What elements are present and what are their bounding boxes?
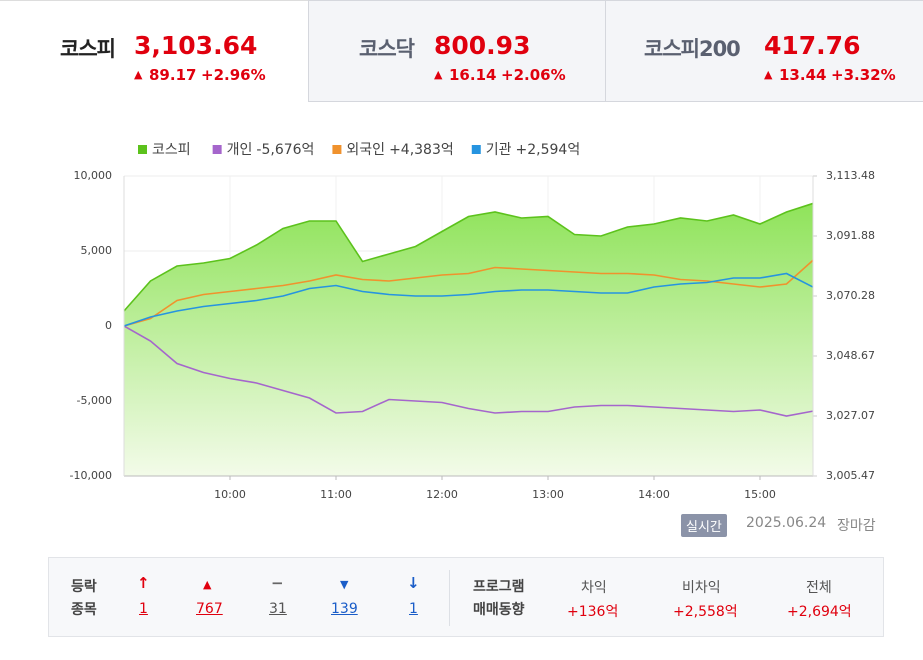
realtime-badge[interactable]: 실시간 — [681, 514, 727, 537]
program-col-name: 비차익 — [682, 580, 721, 596]
y2-tick-label: 3,113.48 — [826, 169, 875, 182]
divider — [449, 570, 450, 626]
down-icon: ▼ — [340, 578, 349, 591]
y-tick-label: 5,000 — [81, 244, 113, 257]
y-tick-label: -5,000 — [77, 394, 112, 407]
up-count[interactable]: 767 — [196, 601, 223, 617]
limit-down-icon: ↓ — [407, 574, 420, 592]
limit-up-icon: ↑ — [137, 574, 150, 592]
up-icon: ▲ — [434, 68, 443, 81]
tab-kosdaq[interactable]: 코스닥 800.93 ▲ 16.14 +2.06% — [308, 0, 606, 102]
x-tick-label: 13:00 — [532, 488, 564, 501]
y-tick-label: 0 — [105, 319, 112, 332]
y2-tick-label: 3,070.28 — [826, 289, 875, 302]
y2-tick-label: 3,027.07 — [826, 409, 875, 422]
y-tick-label: 10,000 — [74, 169, 113, 182]
x-tick-label: 14:00 — [638, 488, 670, 501]
legend-swatch — [138, 145, 147, 154]
market-state: 장마감 — [837, 518, 876, 534]
limit-down-count[interactable]: 1 — [409, 601, 418, 617]
series-line — [123, 259, 814, 327]
tab-change: 13.44 — [779, 66, 827, 84]
x-tick-label: 11:00 — [320, 488, 352, 501]
tab-rate: +3.32% — [831, 66, 896, 84]
up-icon: ▲ — [764, 68, 773, 81]
flat-icon: − — [271, 574, 284, 592]
area-fill — [124, 203, 813, 477]
legend-value: +4,383억 — [389, 142, 454, 158]
y2-tick-label: 3,091.88 — [826, 229, 875, 242]
legend-label: 개인 — [227, 142, 253, 158]
tab-kospi[interactable]: 코스피 3,103.64 ▲ 89.17 +2.96% — [0, 0, 308, 102]
label-line: 프로그램 — [473, 579, 525, 595]
tab-name: 코스피 — [60, 37, 116, 61]
legend-swatch — [332, 145, 342, 154]
up-icon: ▲ — [134, 68, 143, 81]
tab-name: 코스피200 — [644, 37, 741, 61]
legend-label: 기관 — [486, 142, 512, 158]
legend-swatch — [212, 145, 222, 154]
tab-change: 89.17 — [149, 66, 197, 84]
legend-label: 외국인 — [346, 142, 385, 158]
program-col-value: +2,558억 — [673, 604, 738, 620]
series-line — [123, 272, 814, 327]
x-tick-label: 10:00 — [214, 488, 246, 501]
x-tick-label: 15:00 — [744, 488, 776, 501]
series-line — [123, 325, 814, 417]
up-icon: ▲ — [203, 578, 212, 591]
label-line: 매매동향 — [473, 602, 525, 618]
down-count[interactable]: 139 — [331, 601, 358, 617]
tab-change: 16.14 — [449, 66, 497, 84]
tab-name: 코스닥 — [359, 37, 415, 61]
program-col-name: 차익 — [581, 580, 607, 596]
y-tick-label: -10,000 — [70, 469, 112, 482]
date: 2025.06.24 — [746, 515, 827, 531]
legend-value: -5,676억 — [256, 142, 314, 158]
tab-rate: +2.06% — [501, 66, 566, 84]
tab-value: 417.76 — [764, 31, 861, 60]
chart: 코스피 개인 -5,676억 외국인 +4,383억 기관 +2,594억 10,000 5,0… — [70, 142, 875, 501]
x-tick-label: 12:00 — [426, 488, 458, 501]
legend-swatch — [471, 145, 481, 154]
program-col-name: 전체 — [806, 580, 832, 596]
program-col-value: +2,694억 — [787, 604, 852, 620]
tab-kospi200[interactable]: 코스피200 417.76 ▲ 13.44 +3.32% — [605, 0, 923, 102]
tab-rate: +2.96% — [201, 66, 266, 84]
flat-count[interactable]: 31 — [269, 601, 287, 617]
label-line: 등락 — [71, 579, 97, 595]
label-line: 종목 — [71, 602, 97, 618]
tab-value: 3,103.64 — [134, 31, 258, 60]
legend-value: +2,594억 — [516, 142, 581, 158]
program-col-value: +136억 — [567, 604, 619, 620]
series-line — [123, 202, 814, 312]
tab-value: 800.93 — [434, 31, 531, 60]
y2-tick-label: 3,005.47 — [826, 469, 875, 482]
y2-tick-label: 3,048.67 — [826, 349, 875, 362]
legend-label: 코스피 — [152, 142, 191, 158]
limit-up-count[interactable]: 1 — [139, 601, 148, 617]
